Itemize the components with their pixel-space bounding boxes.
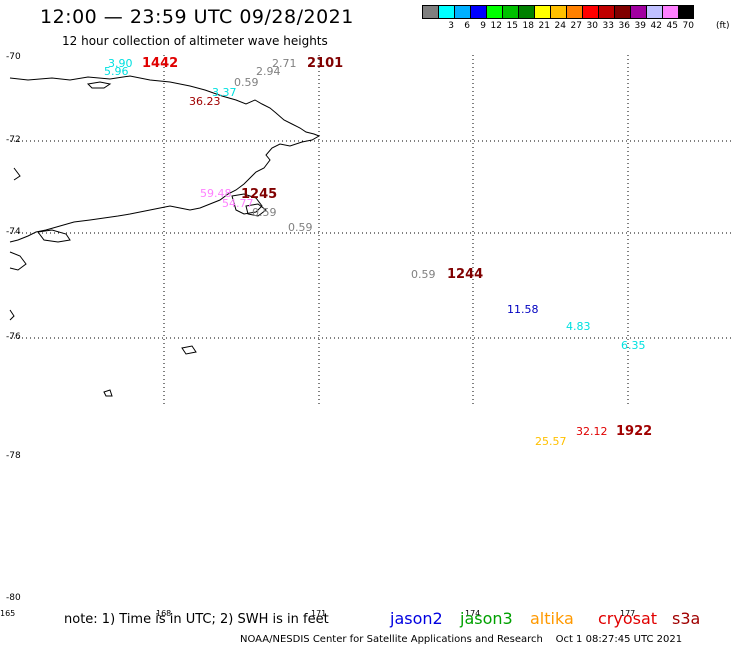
- pass-time-label: 1245: [241, 187, 278, 202]
- lon-label: 174: [465, 609, 481, 618]
- color-scale-bar: [422, 5, 694, 19]
- lon-label: 171: [311, 609, 327, 618]
- color-scale-label: 45: [666, 21, 678, 31]
- color-scale-label: 9: [480, 21, 486, 31]
- wave-height-value: 0.59: [234, 76, 259, 89]
- wave-height-value: 2.94: [256, 65, 281, 78]
- lat-label: -78: [6, 451, 21, 461]
- color-scale-label: 39: [634, 21, 646, 31]
- lon-label: 165: [0, 609, 16, 618]
- map-subtitle: 12 hour collection of altimeter wave hei…: [62, 34, 328, 48]
- color-swatch: [630, 5, 646, 19]
- lat-label: -74: [6, 227, 21, 237]
- color-scale-label: 42: [650, 21, 662, 31]
- pass-time-label: 2101: [307, 56, 344, 71]
- wave-height-value: 0.59: [252, 206, 277, 219]
- color-scale-labels: 3 6 9 12 15 18 21 24 27 30 33 36 39 42 45 70: [422, 21, 694, 31]
- generated-timestamp: Oct 1 08:27:45 UTC 2021: [555, 634, 683, 645]
- color-scale-unit: (ft): [716, 21, 730, 31]
- wave-height-value: 6.35: [621, 339, 646, 352]
- color-swatch: [614, 5, 630, 19]
- pass-time-label: 1244: [447, 267, 484, 282]
- color-scale-label: 70: [682, 21, 694, 31]
- color-swatch: [646, 5, 662, 19]
- color-scale-label: 12: [490, 21, 502, 31]
- color-swatch: [582, 5, 598, 19]
- credit-text: NOAA/NESDIS Center for Satellite Applica…: [240, 634, 543, 645]
- wave-height-value: 4.83: [566, 320, 591, 333]
- color-scale-label: 27: [570, 21, 582, 31]
- lat-label: -72: [6, 135, 21, 145]
- color-scale-label: 30: [586, 21, 598, 31]
- lon-label: 177: [620, 609, 636, 618]
- color-scale-label: 33: [602, 21, 614, 31]
- pass-time-label: 1442: [142, 56, 179, 71]
- color-swatch: [662, 5, 678, 19]
- color-scale-label: 18: [522, 21, 534, 31]
- coastline: [9, 75, 321, 397]
- mission-jason3-label: jason3: [460, 609, 513, 628]
- color-swatch: [550, 5, 566, 19]
- color-scale-label: 21: [538, 21, 550, 31]
- footer-credit: NOAA/NESDIS Center for Satellite Applica…: [240, 634, 682, 645]
- graticule: [10, 55, 734, 405]
- lat-label: -76: [6, 332, 21, 342]
- wave-height-value: 3.90: [108, 57, 133, 70]
- map-title: 12:00 — 23:59 UTC 09/28/2021: [40, 6, 354, 28]
- color-scale-label: 15: [506, 21, 518, 31]
- wave-height-value: 59.48: [200, 187, 232, 200]
- pass-time-label: 1922: [616, 424, 653, 439]
- wave-height-value: 0.59: [411, 268, 436, 281]
- color-scale-label: 36: [618, 21, 630, 31]
- color-swatch: [486, 5, 502, 19]
- color-scale-label: 24: [554, 21, 566, 31]
- wave-height-value: 36.23: [189, 95, 221, 108]
- wave-height-value: 2.71: [272, 57, 297, 70]
- color-swatch: [454, 5, 470, 19]
- color-swatch: [422, 5, 438, 19]
- wave-height-value: 32.12: [576, 425, 608, 438]
- color-scale-label: 3: [448, 21, 454, 31]
- units-note: note: 1) Time is in UTC; 2) SWH is in fe…: [64, 612, 329, 627]
- wave-height-value: 5.96: [104, 65, 129, 78]
- mission-altika-label: altika: [530, 609, 574, 628]
- color-swatch: [678, 5, 694, 19]
- color-swatch: [470, 5, 486, 19]
- mission-jason2-label: jason2: [390, 609, 443, 628]
- color-swatch: [566, 5, 582, 19]
- color-swatch: [518, 5, 534, 19]
- lat-label: -70: [6, 52, 21, 62]
- wave-height-value: 11.58: [507, 303, 539, 316]
- mission-s3a-label: s3a: [672, 609, 701, 628]
- wave-height-value: 0.59: [288, 221, 313, 234]
- color-swatch: [534, 5, 550, 19]
- wave-height-value: 54.77: [222, 197, 254, 210]
- color-scale-label: 6: [464, 21, 470, 31]
- color-swatch: [502, 5, 518, 19]
- color-swatch: [438, 5, 454, 19]
- mission-cryosat-label: cryosat: [598, 609, 658, 628]
- wave-height-value: 3.37: [212, 86, 237, 99]
- wave-height-value: 25.57: [535, 435, 567, 448]
- lon-label: 168: [156, 609, 172, 618]
- color-swatch: [598, 5, 614, 19]
- lat-label: -80: [6, 593, 21, 603]
